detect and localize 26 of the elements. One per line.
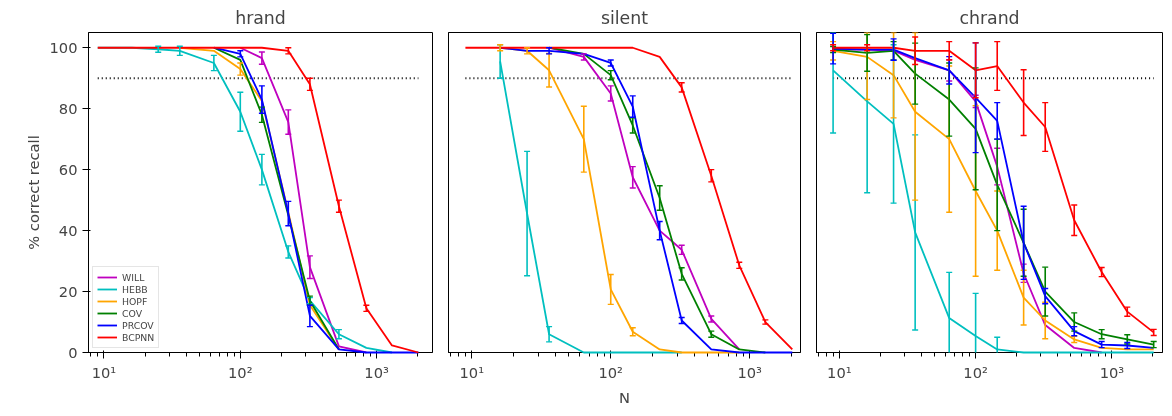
x-tick-label: 10¹ xyxy=(459,363,485,381)
x-tick-label: 10³ xyxy=(737,363,763,381)
legend-label: PRCOV xyxy=(122,319,154,331)
x-tick-label: 10² xyxy=(228,363,253,381)
legend-label: WILL xyxy=(122,271,145,283)
y-tick-label: 40 xyxy=(58,221,78,239)
y-axis-title: % correct recall xyxy=(24,135,42,250)
chart-title: hrand xyxy=(235,7,286,28)
x-tick-label: 10³ xyxy=(1099,363,1125,381)
x-tick-label: 10¹ xyxy=(827,363,852,381)
y-tick-label: 80 xyxy=(58,99,78,117)
x-tick-label: 10¹ xyxy=(91,363,117,381)
legend-label: HOPF xyxy=(122,295,148,307)
chart-title: chrand xyxy=(959,7,1020,28)
y-tick-label: 60 xyxy=(58,160,78,178)
x-axis-title: N xyxy=(619,388,630,406)
legend-label: COV xyxy=(122,307,143,319)
legend-label: HEBB xyxy=(122,283,148,295)
y-tick-label: 0 xyxy=(68,343,78,361)
y-tick-label: 100 xyxy=(49,38,78,56)
legend-label: BCPNN xyxy=(122,331,155,343)
y-tick-label: 20 xyxy=(58,282,78,300)
x-tick-label: 10² xyxy=(963,363,988,381)
x-tick-label: 10³ xyxy=(364,363,389,381)
x-tick-label: 10² xyxy=(598,363,624,381)
chart-title: silent xyxy=(600,7,649,28)
